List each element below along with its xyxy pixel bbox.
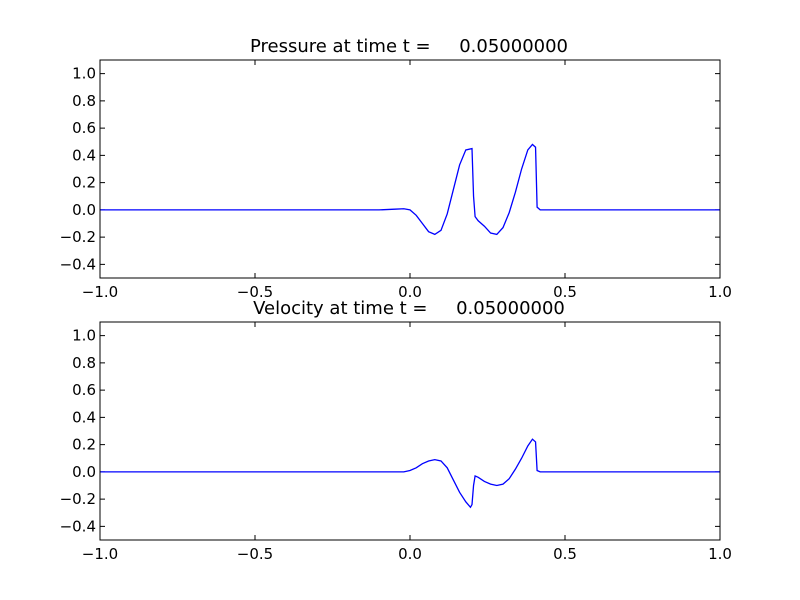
velocity-line (100, 438, 720, 509)
pressure-plot: Pressure at time t = 0.05000000 −0.4 −0.2… (60, 36, 732, 301)
velocity-x-tick-label: −1.0 (82, 545, 118, 563)
pressure-y-tick-label: 1.0 (72, 65, 96, 83)
velocity-axes-frame (99, 321, 721, 541)
velocity-x-tick-label: 0.0 (398, 545, 422, 563)
pressure-y-tick-label: 0.0 (72, 201, 96, 219)
velocity-x-tick-label: 0.5 (553, 545, 577, 563)
velocity-y-tick-label: 1.0 (72, 327, 96, 345)
velocity-y-ticks: −0.4 −0.2 0.0 0.2 0.4 0.6 0.8 1.0 (60, 327, 720, 535)
pressure-y-tick-label: 0.2 (72, 174, 96, 192)
pressure-line (100, 143, 720, 236)
pressure-x-tick-label: 0.0 (398, 283, 422, 301)
pressure-x-ticks: −1.0 −0.5 0.0 0.5 1.0 (82, 60, 732, 301)
pressure-y-ticks: −0.4 −0.2 0.0 0.2 0.4 0.6 0.8 1.0 (60, 65, 720, 273)
pressure-y-tick-label: 0.6 (72, 119, 96, 137)
velocity-y-tick-label: 0.8 (72, 354, 96, 372)
pressure-x-tick-label: 0.5 (553, 283, 577, 301)
pressure-y-tick-label: −0.4 (60, 255, 96, 273)
velocity-y-tick-label: 0.4 (72, 408, 96, 426)
pressure-title: Pressure at time t = 0.05000000 (250, 36, 568, 57)
pressure-x-tick-label: −0.5 (237, 283, 273, 301)
velocity-x-tick-label: −0.5 (237, 545, 273, 563)
pressure-axes-frame (99, 59, 721, 279)
pressure-y-tick-label: −0.2 (60, 228, 96, 246)
velocity-x-tick-label: 1.0 (708, 545, 732, 563)
velocity-title: Velocity at time t = 0.05000000 (253, 298, 565, 319)
velocity-y-tick-label: −0.4 (60, 517, 96, 535)
pressure-x-tick-label: 1.0 (708, 283, 732, 301)
velocity-y-tick-label: 0.2 (72, 436, 96, 454)
pressure-y-tick-label: 0.8 (72, 92, 96, 110)
velocity-x-ticks: −1.0 −0.5 0.0 0.5 1.0 (82, 322, 732, 563)
velocity-y-tick-label: −0.2 (60, 490, 96, 508)
velocity-y-tick-label: 0.6 (72, 381, 96, 399)
velocity-y-tick-label: 0.0 (72, 463, 96, 481)
pressure-y-tick-label: 0.4 (72, 146, 96, 164)
velocity-plot: Velocity at time t = 0.05000000 −0.4 −0.2… (60, 298, 732, 563)
pressure-x-tick-label: −1.0 (82, 283, 118, 301)
